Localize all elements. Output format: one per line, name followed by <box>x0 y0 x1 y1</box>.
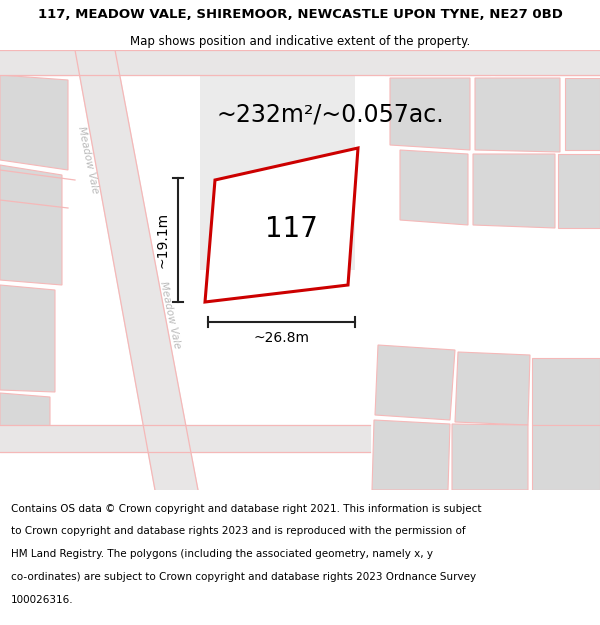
Text: ~26.8m: ~26.8m <box>254 331 310 345</box>
Text: Meadow Vale: Meadow Vale <box>158 281 182 349</box>
Text: 117: 117 <box>265 215 318 242</box>
Text: Contains OS data © Crown copyright and database right 2021. This information is : Contains OS data © Crown copyright and d… <box>11 504 481 514</box>
Text: Meadow Vale: Meadow Vale <box>76 126 100 194</box>
Polygon shape <box>495 50 600 75</box>
Polygon shape <box>565 78 600 150</box>
Polygon shape <box>452 424 528 490</box>
Polygon shape <box>0 393 50 452</box>
Text: HM Land Registry. The polygons (including the associated geometry, namely x, y: HM Land Registry. The polygons (includin… <box>11 549 433 559</box>
Polygon shape <box>205 148 358 302</box>
Polygon shape <box>532 425 600 490</box>
Polygon shape <box>0 425 370 452</box>
Polygon shape <box>75 50 198 490</box>
Polygon shape <box>375 345 455 420</box>
Polygon shape <box>0 285 55 392</box>
Polygon shape <box>473 154 555 228</box>
Polygon shape <box>390 78 470 150</box>
Polygon shape <box>400 150 468 225</box>
Text: ~19.1m: ~19.1m <box>155 212 169 268</box>
Text: co-ordinates) are subject to Crown copyright and database rights 2023 Ordnance S: co-ordinates) are subject to Crown copyr… <box>11 572 476 582</box>
Text: 117, MEADOW VALE, SHIREMOOR, NEWCASTLE UPON TYNE, NE27 0BD: 117, MEADOW VALE, SHIREMOOR, NEWCASTLE U… <box>38 8 562 21</box>
Text: 100026316.: 100026316. <box>11 595 73 605</box>
Polygon shape <box>558 154 600 228</box>
Polygon shape <box>455 352 530 425</box>
Polygon shape <box>385 50 490 75</box>
Polygon shape <box>532 358 600 425</box>
Polygon shape <box>0 165 62 285</box>
Polygon shape <box>0 50 72 75</box>
Text: Map shows position and indicative extent of the property.: Map shows position and indicative extent… <box>130 34 470 48</box>
Polygon shape <box>0 50 600 75</box>
Polygon shape <box>372 420 450 490</box>
Polygon shape <box>475 78 560 152</box>
Text: ~232m²/~0.057ac.: ~232m²/~0.057ac. <box>216 103 444 127</box>
Text: to Crown copyright and database rights 2023 and is reproduced with the permissio: to Crown copyright and database rights 2… <box>11 526 466 536</box>
Polygon shape <box>0 75 68 170</box>
Polygon shape <box>200 75 355 270</box>
